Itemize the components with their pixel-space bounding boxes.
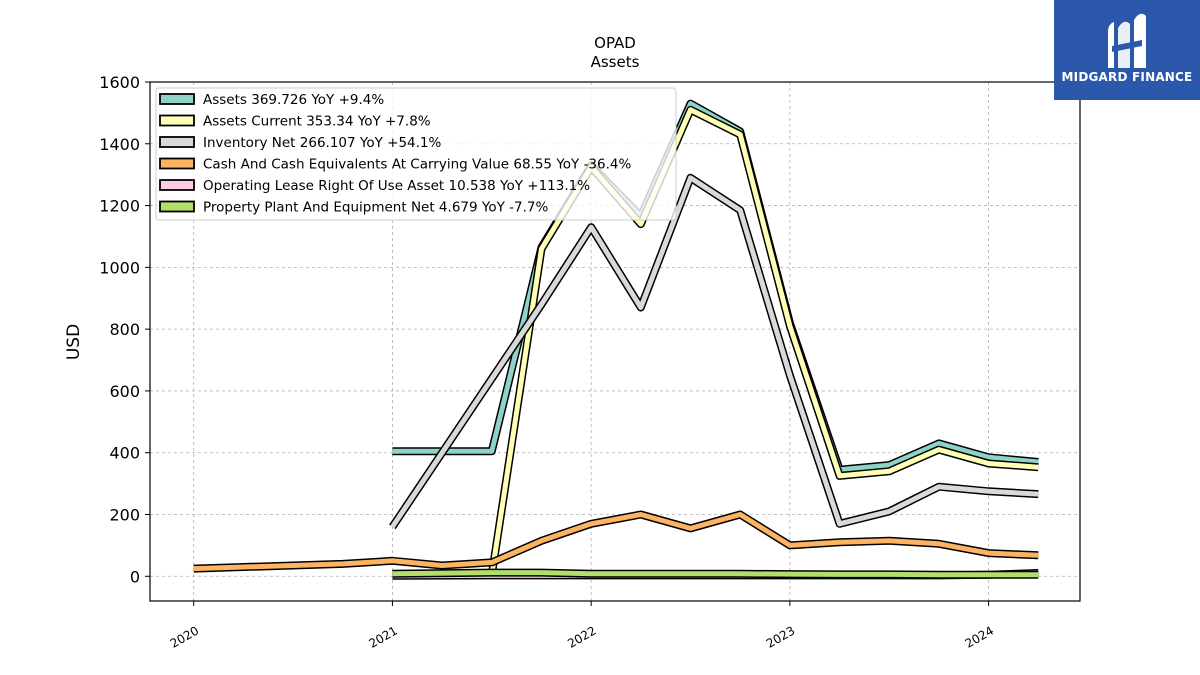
brand-name: MIDGARD FINANCE bbox=[1061, 70, 1193, 84]
legend-label: Cash And Cash Equivalents At Carrying Va… bbox=[203, 157, 631, 173]
series-line bbox=[390, 175, 1039, 529]
y-axis-label: USD bbox=[64, 324, 84, 360]
y-tick-label: 1200 bbox=[99, 197, 140, 216]
x-tick-label: 2024 bbox=[963, 623, 996, 650]
chart-subtitle: Assets bbox=[591, 53, 640, 71]
series-line bbox=[392, 570, 1039, 578]
series-line-outline bbox=[389, 173, 1039, 530]
legend-label: Inventory Net 266.107 YoY +54.1% bbox=[203, 135, 441, 151]
legend-label: Operating Lease Right Of Use Asset 10.53… bbox=[203, 178, 590, 194]
legend-swatch bbox=[159, 136, 195, 148]
midgard-finance-logo: MIDGARD FINANCE bbox=[1054, 0, 1200, 100]
series-layer bbox=[193, 99, 1039, 580]
legend-swatch bbox=[159, 179, 195, 191]
y-tick-label: 800 bbox=[109, 320, 140, 339]
x-tick-label: 2020 bbox=[168, 623, 201, 650]
legend-swatch bbox=[159, 114, 195, 127]
legend-label: Property Plant And Equipment Net 4.679 Y… bbox=[203, 200, 548, 216]
y-tick-label: 1600 bbox=[99, 73, 140, 92]
series-line bbox=[193, 512, 1039, 572]
y-tick-label: 1000 bbox=[99, 258, 140, 277]
y-tick-label: 400 bbox=[109, 444, 140, 463]
chart-title: OPAD bbox=[594, 34, 636, 52]
y-tick-label: 0 bbox=[130, 567, 140, 586]
legend-label: Assets Current 353.34 YoY +7.8% bbox=[203, 114, 431, 130]
legend-swatch bbox=[159, 93, 195, 105]
series-5 bbox=[392, 568, 1039, 579]
series-3 bbox=[193, 510, 1039, 573]
y-tick-label: 200 bbox=[109, 506, 140, 525]
x-tick-label: 2022 bbox=[565, 623, 598, 650]
y-tick-label: 600 bbox=[109, 382, 140, 401]
legend-swatch bbox=[159, 200, 195, 213]
legend-swatch bbox=[159, 157, 195, 170]
midgard-logo-icon bbox=[1108, 13, 1146, 68]
legend-label: Assets 369.726 YoY +9.4% bbox=[203, 92, 384, 108]
series-2 bbox=[389, 173, 1039, 530]
legend: Assets 369.726 YoY +9.4% Assets Current 3… bbox=[155, 87, 677, 221]
legend-box bbox=[155, 87, 677, 221]
x-tick-label: 2021 bbox=[366, 623, 399, 650]
y-tick-label: 1400 bbox=[99, 135, 140, 154]
x-tick-label: 2023 bbox=[764, 623, 797, 650]
plot-frame bbox=[149, 81, 1081, 602]
